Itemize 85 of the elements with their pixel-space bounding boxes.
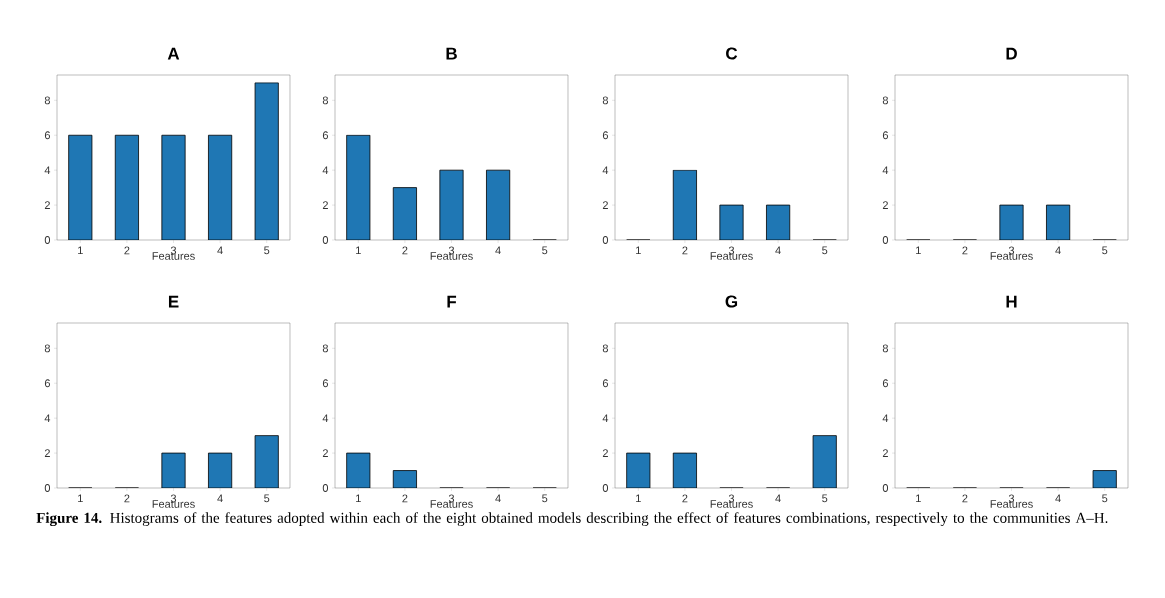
x-tick-label: 1 [78, 246, 83, 255]
y-tick-label: 6 [882, 379, 888, 388]
x-tick-label: 1 [916, 494, 921, 503]
x-tick-label: 4 [775, 246, 781, 255]
x-tick-label: 2 [682, 246, 688, 255]
x-tick-label: 5 [822, 494, 828, 503]
y-tick-label: 2 [602, 449, 608, 457]
y-tick-label: 4 [322, 166, 329, 174]
y-tick-label: 4 [882, 414, 889, 422]
y-tick-label: 0 [44, 236, 51, 244]
x-tick-label: 5 [542, 494, 548, 503]
y-tick-label: 0 [882, 484, 889, 492]
y-tick-label: 2 [882, 201, 888, 209]
y-tick-label: 4 [44, 414, 51, 422]
x-tick-label: 4 [1055, 246, 1061, 255]
bar [346, 135, 370, 240]
y-tick-label: 6 [602, 131, 608, 140]
y-tick-label: 6 [882, 131, 888, 140]
x-tick-label: 2 [402, 246, 408, 255]
x-tick-label: 1 [916, 246, 921, 255]
chart-title: B [446, 47, 457, 60]
chart-title: H [1006, 295, 1017, 308]
y-tick-label: 2 [882, 449, 888, 457]
y-tick-label: 2 [602, 201, 608, 209]
x-tick-label: 1 [356, 494, 361, 503]
y-tick-label: 2 [44, 449, 50, 457]
y-tick-label: 8 [602, 96, 608, 105]
text: Figure 14. Histograms of the features adopted within each of the eight obtained models describing the effect of features combinations, respectively to the communities A–H. [36, 512, 1108, 527]
bar [393, 187, 417, 240]
y-tick-label: 4 [602, 166, 609, 174]
y-tick-label: 8 [882, 96, 888, 105]
y-tick-label: 8 [322, 96, 328, 105]
x-tick-label: 2 [682, 494, 688, 503]
x-tick-label: 1 [636, 246, 641, 255]
x-tick-label: 5 [542, 246, 548, 255]
x-tick-label: 5 [264, 246, 270, 255]
x-tick-label: 2 [402, 494, 408, 503]
y-tick-label: 2 [44, 201, 50, 209]
x-tick-label: 4 [495, 494, 501, 503]
chart-title: F [447, 295, 457, 308]
x-tick-label: 4 [775, 494, 781, 503]
x-tick-label: 5 [264, 494, 270, 503]
y-tick-label: 0 [882, 236, 889, 244]
x-tick-label: 2 [124, 246, 130, 255]
y-tick-label: 8 [44, 96, 50, 105]
chart-title: C [726, 47, 738, 60]
y-tick-label: 8 [44, 344, 50, 353]
x-tick-label: 1 [78, 494, 83, 503]
y-tick-label: 0 [602, 484, 609, 492]
x-tick-label: 5 [1102, 494, 1108, 503]
x-tick-label: 5 [1102, 246, 1108, 255]
y-tick-label: 0 [44, 484, 51, 492]
y-tick-label: 4 [44, 166, 51, 174]
x-tick-label: 5 [822, 246, 828, 255]
chart-title: E [168, 295, 179, 308]
y-tick-label: 6 [322, 131, 328, 140]
y-tick-label: 0 [322, 484, 329, 492]
x-tick-label: 2 [962, 494, 968, 503]
x-tick-label: 4 [1055, 494, 1061, 503]
x-tick-label: 4 [495, 246, 501, 255]
x-tick-label: 1 [636, 494, 641, 503]
y-tick-label: 0 [602, 236, 609, 244]
y-tick-label: 2 [322, 449, 328, 457]
y-tick-label: 6 [322, 379, 328, 388]
x-tick-label: 1 [356, 246, 361, 255]
y-tick-label: 8 [882, 344, 888, 353]
y-tick-label: 6 [44, 131, 50, 140]
chart-title: A [167, 47, 180, 60]
x-tick-label: 4 [217, 494, 223, 503]
y-tick-label: 4 [602, 414, 609, 422]
y-tick-label: 6 [44, 379, 50, 388]
y-tick-label: 6 [602, 379, 608, 388]
y-tick-label: 8 [602, 344, 608, 353]
x-tick-label: 2 [124, 494, 130, 503]
x-tick-label: 4 [217, 246, 223, 255]
chart-title: D [1006, 47, 1017, 60]
x-tick-label: 2 [962, 246, 968, 255]
chart-title: G [725, 295, 738, 308]
bar [439, 170, 464, 240]
bar [486, 170, 510, 240]
y-tick-label: 4 [322, 414, 329, 422]
y-tick-label: 0 [322, 236, 329, 244]
y-tick-label: 2 [322, 201, 328, 209]
y-tick-label: 8 [322, 344, 328, 353]
y-tick-label: 4 [882, 166, 889, 174]
